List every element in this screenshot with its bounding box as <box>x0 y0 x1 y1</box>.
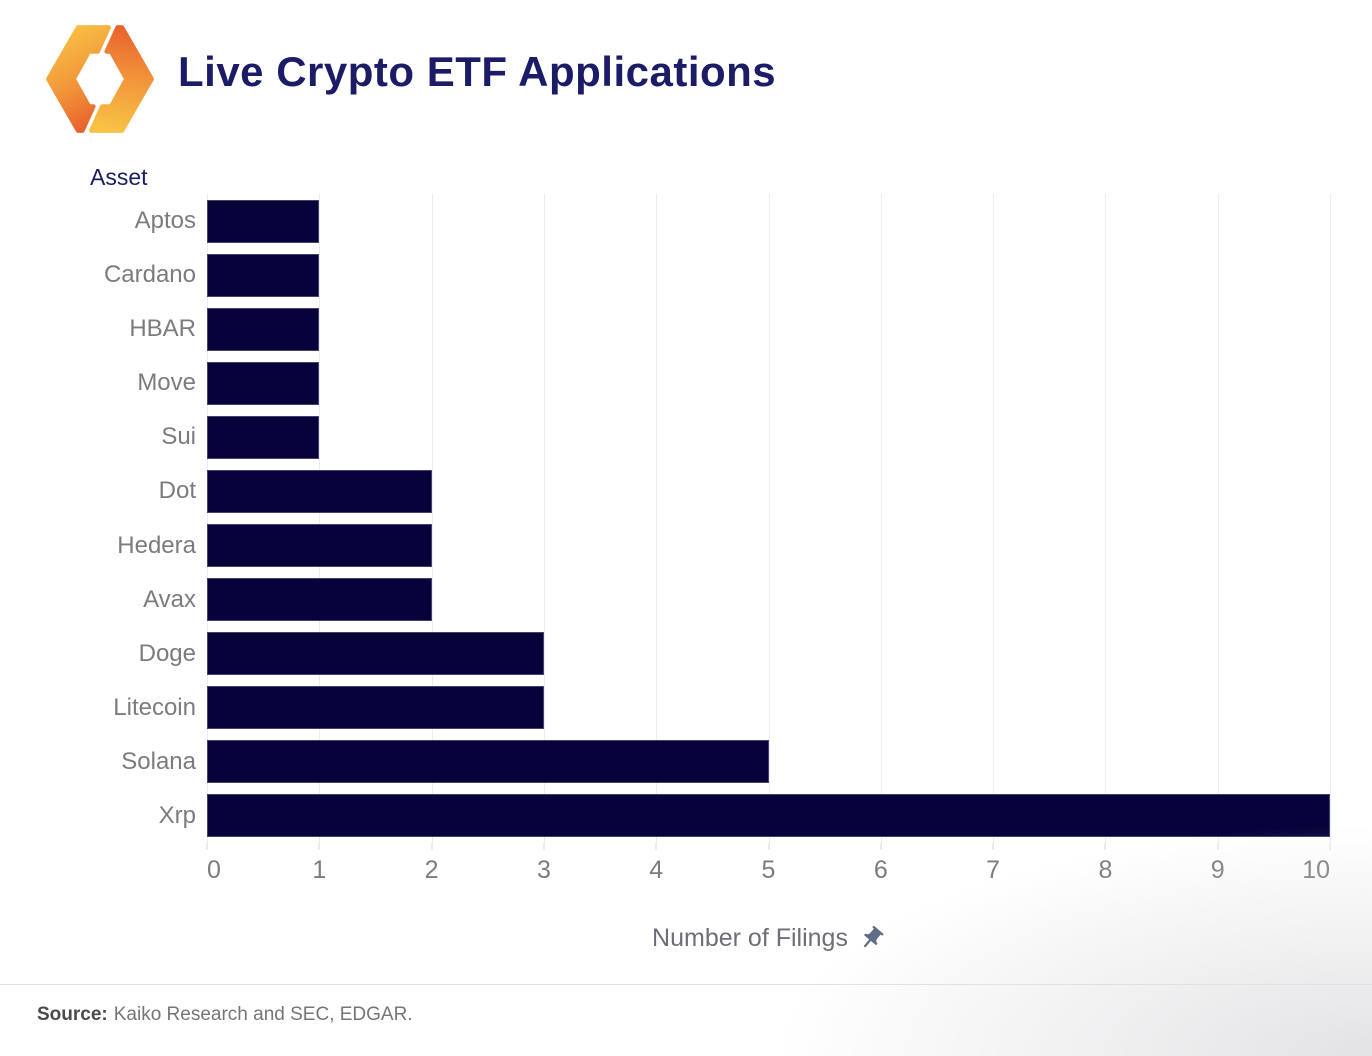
tickmark-x-10 <box>1329 843 1331 850</box>
tickmark-x-3 <box>543 843 545 850</box>
gridline-x-1 <box>319 194 321 843</box>
ticklabel-x-10: 10 <box>1302 856 1330 884</box>
bar-aptos <box>207 199 320 243</box>
gridline-x-6 <box>880 194 882 843</box>
bar-hbar <box>207 307 320 351</box>
gridline-x-2 <box>431 194 433 843</box>
tickmark-x-4 <box>655 843 657 850</box>
x-axis-ticklabels: 0 1 2 3 4 5 6 7 8 9 10 <box>207 856 1330 890</box>
ticklabel-x-0: 0 <box>207 856 221 884</box>
category-label-xrp: Xrp <box>158 801 196 829</box>
ticklabel-x-7: 7 <box>986 856 1001 884</box>
ticklabel-x-9: 9 <box>1210 856 1225 884</box>
category-label-litecoin: Litecoin <box>113 693 196 721</box>
gridline-x-3 <box>543 194 545 843</box>
bar-cardano <box>207 253 320 297</box>
bar-sui <box>207 415 320 459</box>
gridline-x-0 <box>207 194 208 843</box>
x-axis-tickmarks <box>206 843 1331 850</box>
bar-xrp <box>207 794 1330 838</box>
kaiko-logo <box>46 25 154 133</box>
bar-hedera <box>207 524 432 568</box>
gridline-x-8 <box>1105 194 1107 843</box>
bar-doge <box>207 632 544 676</box>
gridline-x-9 <box>1217 194 1219 843</box>
ticklabel-x-5: 5 <box>761 856 776 884</box>
source-line: Source: Kaiko Research and SEC, EDGAR. <box>37 1004 413 1026</box>
bar-move <box>207 361 320 405</box>
x-axis-title: Number of Filings <box>652 924 848 952</box>
category-label-move: Move <box>137 369 196 397</box>
ticklabel-x-3: 3 <box>536 856 551 884</box>
bar-dot <box>207 469 432 513</box>
category-label-sui: Sui <box>161 423 196 451</box>
tickmark-x-5 <box>768 843 769 850</box>
plot-area <box>207 194 1331 843</box>
category-label-hedera: Hedera <box>117 531 196 559</box>
gridline-x-5 <box>768 194 770 843</box>
category-label-dot: Dot <box>158 477 196 505</box>
category-label-hbar: HBAR <box>129 315 196 343</box>
x-axis-title-row: Number of Filings <box>207 924 1330 953</box>
ticklabel-x-4: 4 <box>649 856 664 884</box>
ticklabel-x-2: 2 <box>424 856 439 884</box>
bar-solana <box>207 740 769 784</box>
category-label-aptos: Aptos <box>134 207 196 235</box>
gridline-x-10 <box>1330 194 1331 843</box>
tickmark-x-7 <box>992 843 994 850</box>
tickmark-x-6 <box>880 843 882 850</box>
category-label-cardano: Cardano <box>103 261 196 289</box>
category-label-doge: Doge <box>138 639 196 667</box>
gridline-x-4 <box>656 194 658 843</box>
category-label-solana: Solana <box>121 747 196 775</box>
ticklabel-x-1: 1 <box>312 856 327 884</box>
footer-divider <box>0 984 1372 985</box>
tickmark-x-8 <box>1104 843 1106 850</box>
source-text: Kaiko Research and SEC, EDGAR. <box>113 1004 413 1025</box>
tickmark-x-9 <box>1217 843 1219 850</box>
pushpin-icon <box>863 926 884 948</box>
ticklabel-x-8: 8 <box>1098 856 1113 884</box>
y-axis-title: Asset <box>90 164 148 190</box>
source-label: Source: <box>37 1004 108 1025</box>
bar-litecoin <box>207 686 544 730</box>
gridline-x-7 <box>993 194 995 843</box>
page-title: Live Crypto ETF Applications <box>178 48 777 95</box>
tickmark-x-0 <box>206 843 208 850</box>
ticklabel-x-6: 6 <box>873 856 888 884</box>
bar-avax <box>207 578 432 622</box>
category-label-avax: Avax <box>143 585 196 613</box>
tickmark-x-2 <box>431 843 433 850</box>
tickmark-x-1 <box>318 843 320 850</box>
category-labels: Aptos Cardano HBAR Move Sui Dot Hedera Avax Doge… <box>0 194 196 843</box>
